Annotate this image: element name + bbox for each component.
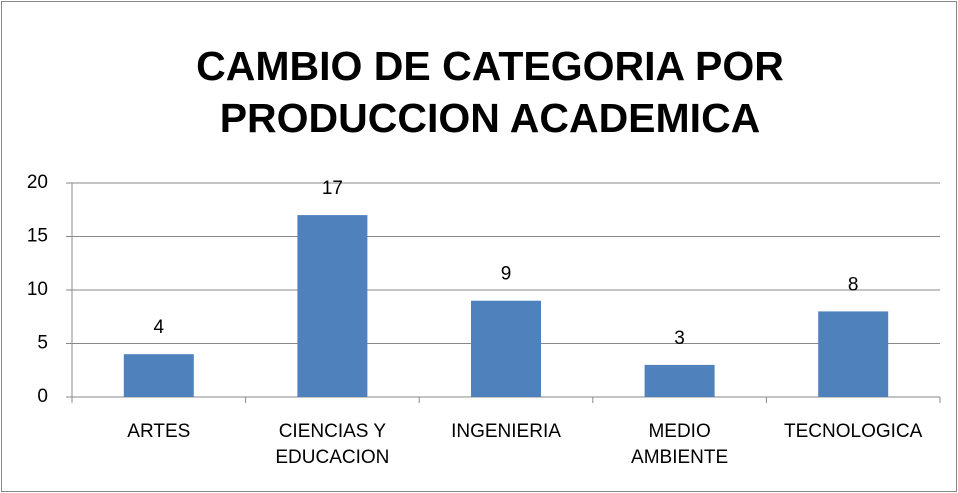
y-tick-label: 20 [27, 172, 48, 193]
bar [644, 364, 715, 397]
x-tick-label: TECNOLOGICA [784, 421, 923, 442]
y-tick-label: 15 [27, 226, 48, 247]
x-tick-label: CIENCIAS Y EDUCACION [275, 421, 390, 468]
data-label: 17 [322, 178, 343, 199]
y-tick-label: 5 [37, 333, 48, 354]
data-label: 4 [154, 317, 165, 338]
data-label: 9 [501, 264, 512, 285]
bar [471, 300, 541, 397]
bar [818, 311, 889, 397]
y-tick-label: 10 [27, 279, 48, 300]
bar [297, 215, 368, 397]
data-label: 8 [848, 274, 859, 295]
data-label: 3 [674, 328, 685, 349]
chart-title: CAMBIO DE CATEGORIA POR PRODUCCION ACADE… [196, 43, 784, 141]
y-tick-label: 0 [37, 386, 48, 407]
x-tick-label: MEDIO AMBIENTE [631, 421, 729, 468]
x-tick-label: INGENIERIA [451, 421, 561, 442]
bar [123, 354, 194, 397]
x-tick-label: ARTES [127, 421, 191, 442]
